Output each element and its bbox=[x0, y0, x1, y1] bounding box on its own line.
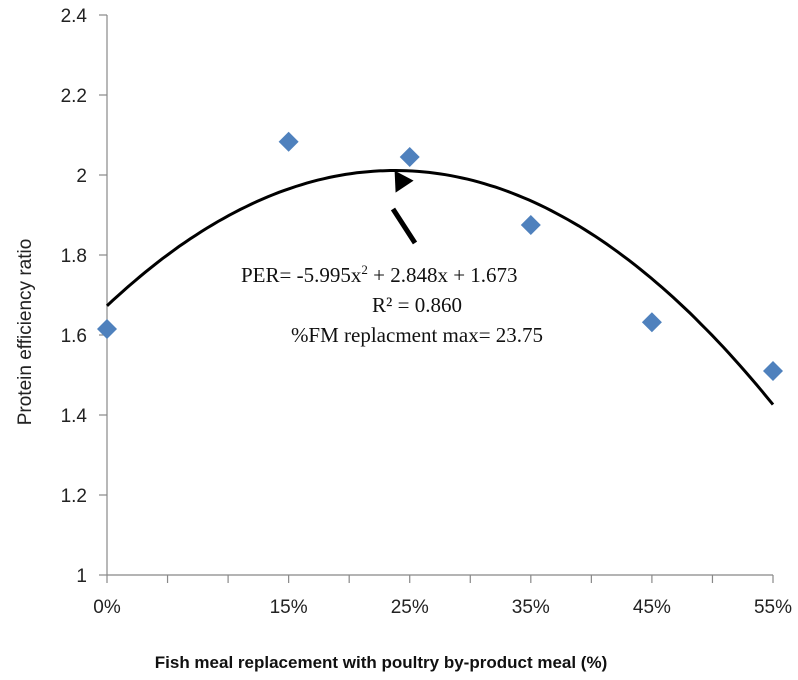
x-ticks: 0% 15% 25% 35% 45% 55% bbox=[93, 575, 792, 618]
data-point bbox=[520, 215, 541, 235]
y-tick-label: 2 bbox=[76, 166, 87, 187]
x-tick-label: 15% bbox=[270, 597, 308, 618]
y-tick-label: 1.8 bbox=[61, 246, 87, 267]
data-points bbox=[97, 131, 783, 381]
data-point bbox=[763, 361, 783, 381]
y-ticks: 1 1.2 1.4 1.6 1.8 2 2.2 2.4 bbox=[61, 6, 107, 587]
x-tick-label: 25% bbox=[391, 597, 429, 618]
y-axis-title: Protein efficiency ratio bbox=[15, 239, 36, 426]
x-tick-label: 45% bbox=[633, 597, 671, 618]
arrow-shaft bbox=[390, 207, 418, 245]
data-point bbox=[97, 319, 117, 339]
x-tick-label: 35% bbox=[512, 597, 550, 618]
y-tick-label: 2.2 bbox=[61, 86, 87, 107]
trendline bbox=[105, 169, 775, 406]
r-squared-label: R² = 0.860 bbox=[372, 293, 462, 317]
equation-line1-superscript: 2 bbox=[361, 262, 368, 277]
x-axis-title: Fish meal replacement with poultry by-pr… bbox=[155, 653, 607, 672]
equation-line1-prefix: PER= -5.995x bbox=[241, 263, 362, 287]
y-tick-label: 1.4 bbox=[61, 406, 88, 427]
x-tick-label: 0% bbox=[93, 597, 121, 618]
y-tick-label: 1.2 bbox=[61, 486, 87, 507]
y-tick-label: 1.6 bbox=[61, 326, 87, 347]
arrow-head bbox=[394, 170, 414, 193]
data-point bbox=[641, 312, 662, 333]
y-tick-label: 2.4 bbox=[61, 6, 88, 27]
data-point bbox=[278, 131, 299, 152]
y-tick-label: 1 bbox=[76, 566, 87, 587]
fm-replacement-max-label: %FM replacment max= 23.75 bbox=[291, 323, 543, 347]
equation-annotation: PER= -5.995x2 + 2.848x + 1.673 R² = 0.86… bbox=[241, 170, 543, 347]
data-point bbox=[399, 147, 420, 167]
equation-line1-suffix: + 2.848x + 1.673 bbox=[368, 263, 518, 287]
equation-line1: PER= -5.995x2 + 2.848x + 1.673 bbox=[241, 262, 518, 287]
axes bbox=[106, 15, 773, 576]
x-tick-label: 55% bbox=[754, 597, 792, 618]
